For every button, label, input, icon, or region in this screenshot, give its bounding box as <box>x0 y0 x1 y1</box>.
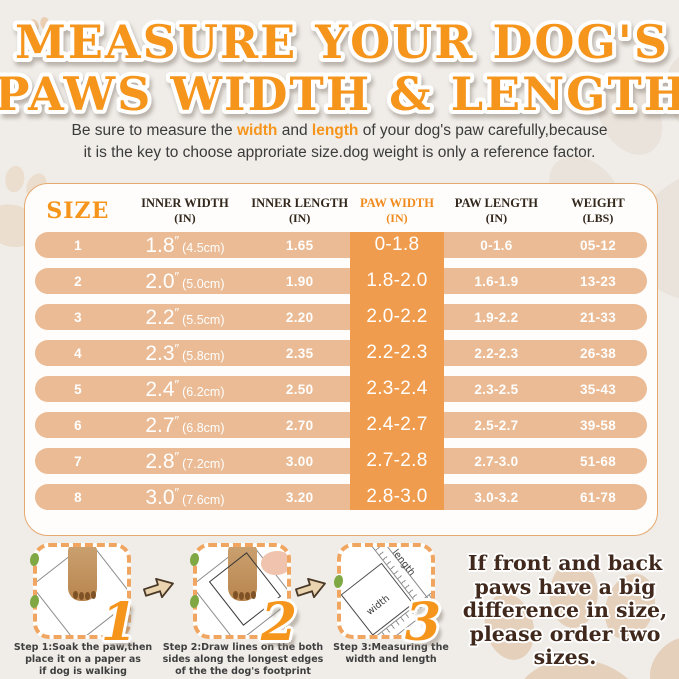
step-1-illustration <box>37 547 127 635</box>
step-1-caption: Step 1:Soak the paw,then place it on a p… <box>13 642 153 677</box>
cell-inner-length: 3.00 <box>285 453 314 469</box>
step-3-card: width length 3 <box>334 543 441 653</box>
page-title: MEASURE YOUR DOG'S PAWS WIDTH & LENGTH <box>0 11 679 125</box>
subtitle-line-2: it is the key to choose approriate size.… <box>83 144 596 161</box>
cell-paw-width: 2.0-2.2 <box>366 306 428 327</box>
column-header-weight: WEIGHT (LBS) <box>571 196 625 225</box>
leaf-decoration <box>30 553 39 566</box>
cell-inner-length: 2.50 <box>285 381 314 397</box>
cell-inner-width: 3.0″ (7.6cm) <box>145 484 225 509</box>
cell-inner-width: 1.8″ (4.5cm) <box>145 232 225 257</box>
size-difference-note: If front and back paws have a big differ… <box>462 551 668 669</box>
table-row: 7 2.8″ (7.2cm) 3.00 2.7-2.8 2.7-3.0 51-68 <box>35 448 647 474</box>
table-row: 8 3.0″ (7.6cm) 3.20 2.8-3.0 3.0-3.2 61-78 <box>35 484 647 510</box>
leaf-decoration <box>30 595 39 608</box>
step-1-card: 1 <box>30 543 137 653</box>
paw-toes <box>233 591 238 599</box>
cell-inner-length: 2.20 <box>285 309 314 325</box>
cell-weight: 39-58 <box>579 417 616 433</box>
arrow-right-icon <box>295 577 326 599</box>
cell-paw-length: 2.3-2.5 <box>474 381 519 397</box>
cell-size: 2 <box>74 273 82 289</box>
cell-size: 4 <box>74 345 82 361</box>
cell-paw-width: 2.8-3.0 <box>366 486 428 507</box>
cell-paw-length: 0-1.6 <box>480 237 513 253</box>
step-3-number: 3 <box>404 592 441 653</box>
cell-inner-length: 2.70 <box>285 417 314 433</box>
hand-drawing <box>261 551 287 575</box>
dog-paw-photo <box>228 547 257 601</box>
cell-weight: 13-23 <box>579 273 616 289</box>
cell-inner-width: 2.0″ (5.0cm) <box>145 268 225 293</box>
subtitle: Be sure to measure the width and length … <box>0 120 679 164</box>
cell-paw-width: 2.3-2.4 <box>366 378 428 399</box>
cell-paw-length: 1.6-1.9 <box>474 273 519 289</box>
dog-paw-photo <box>68 547 97 601</box>
table-row: 1 1.8″ (4.5cm) 1.65 0-1.8 0-1.6 05-12 <box>35 232 647 258</box>
cell-inner-length: 1.65 <box>285 237 314 253</box>
table-row: 4 2.3″ (5.8cm) 2.35 2.2-2.3 2.2-2.3 26-38 <box>35 340 647 366</box>
cell-weight: 21-33 <box>579 309 616 325</box>
cell-paw-width: 0-1.8 <box>374 234 420 255</box>
table-row: 3 2.2″ (5.5cm) 2.20 2.0-2.2 1.9-2.2 21-33 <box>35 304 647 330</box>
size-table-rows: 1 1.8″ (4.5cm) 1.65 0-1.8 0-1.6 05-12 2 2.0″ (5.0… <box>35 232 647 520</box>
cell-paw-width: 2.4-2.7 <box>366 414 428 435</box>
title-line-1: MEASURE YOUR DOG'S <box>15 15 669 69</box>
column-header-size: SIZE <box>46 197 110 224</box>
paw-toes <box>73 591 78 599</box>
cell-paw-length: 2.5-2.7 <box>474 417 519 433</box>
cell-inner-width: 2.2″ (5.5cm) <box>145 304 225 329</box>
size-table: SIZE INNER WIDTH (IN) INNER LENGTH (IN) PA… <box>24 183 658 536</box>
cell-paw-width: 1.8-2.0 <box>366 270 428 291</box>
column-header-inner-length: INNER LENGTH (IN) <box>251 196 349 225</box>
cell-weight: 61-78 <box>579 489 616 505</box>
cell-paw-width: 2.7-2.8 <box>366 450 428 471</box>
cell-inner-length: 2.35 <box>285 345 314 361</box>
cell-weight: 05-12 <box>579 237 616 253</box>
cell-paw-length: 2.2-2.3 <box>474 345 519 361</box>
cell-size: 5 <box>74 381 82 397</box>
cell-size: 6 <box>74 417 82 433</box>
step-2-number: 2 <box>260 592 297 653</box>
leaf-decoration <box>190 595 199 608</box>
step-3-caption: Step 3:Measuring the width and length <box>333 642 449 665</box>
step-1-number: 1 <box>100 592 137 653</box>
table-header-row: SIZE INNER WIDTH (IN) INNER LENGTH (IN) PA… <box>25 184 657 226</box>
table-row: 6 2.7″ (6.8cm) 2.70 2.4-2.7 2.5-2.7 39-58 <box>35 412 647 438</box>
table-row: 2 2.0″ (5.0cm) 1.90 1.8-2.0 1.6-1.9 13-23 <box>35 268 647 294</box>
step-2-illustration <box>197 547 287 635</box>
cell-inner-width: 2.4″ (6.2cm) <box>145 376 225 401</box>
cell-size: 7 <box>74 453 82 469</box>
highlight-width: width <box>236 122 278 139</box>
cell-inner-width: 2.7″ (6.8cm) <box>145 412 225 437</box>
cell-paw-width: 2.2-2.3 <box>366 342 428 363</box>
column-header-inner-width: INNER WIDTH (IN) <box>141 196 229 225</box>
cell-size: 8 <box>74 489 82 505</box>
leaf-decoration <box>334 575 343 588</box>
column-header-paw-length: PAW LENGTH (IN) <box>454 196 539 225</box>
cell-inner-length: 1.90 <box>285 273 314 289</box>
cell-paw-length: 3.0-3.2 <box>474 489 519 505</box>
table-row: 5 2.4″ (6.2cm) 2.50 2.3-2.4 2.3-2.5 35-43 <box>35 376 647 402</box>
highlight-length: length <box>311 122 359 139</box>
cell-inner-length: 3.20 <box>285 489 314 505</box>
title-line-2: PAWS WIDTH & LENGTH <box>0 67 679 121</box>
step-2-card: 2 <box>190 543 297 653</box>
cell-weight: 35-43 <box>579 381 616 397</box>
cell-weight: 26-38 <box>579 345 616 361</box>
cell-paw-length: 2.7-3.0 <box>474 453 519 469</box>
leaf-decoration <box>190 553 199 566</box>
cell-weight: 51-68 <box>579 453 616 469</box>
cell-size: 1 <box>74 237 82 253</box>
subtitle-line-1: Be sure to measure the width and length … <box>71 122 608 139</box>
arrow-right-icon <box>143 577 174 599</box>
paw-width-highlight-stripe <box>350 232 444 510</box>
column-header-paw-width: PAW WIDTH (IN) <box>359 196 434 225</box>
cell-inner-width: 2.3″ (5.8cm) <box>145 340 225 365</box>
cell-inner-width: 2.8″ (7.2cm) <box>145 448 225 473</box>
cell-paw-length: 1.9-2.2 <box>474 309 519 325</box>
step-2-caption: Step 2:Draw lines on the both sides alon… <box>162 642 324 677</box>
cell-size: 3 <box>74 309 82 325</box>
